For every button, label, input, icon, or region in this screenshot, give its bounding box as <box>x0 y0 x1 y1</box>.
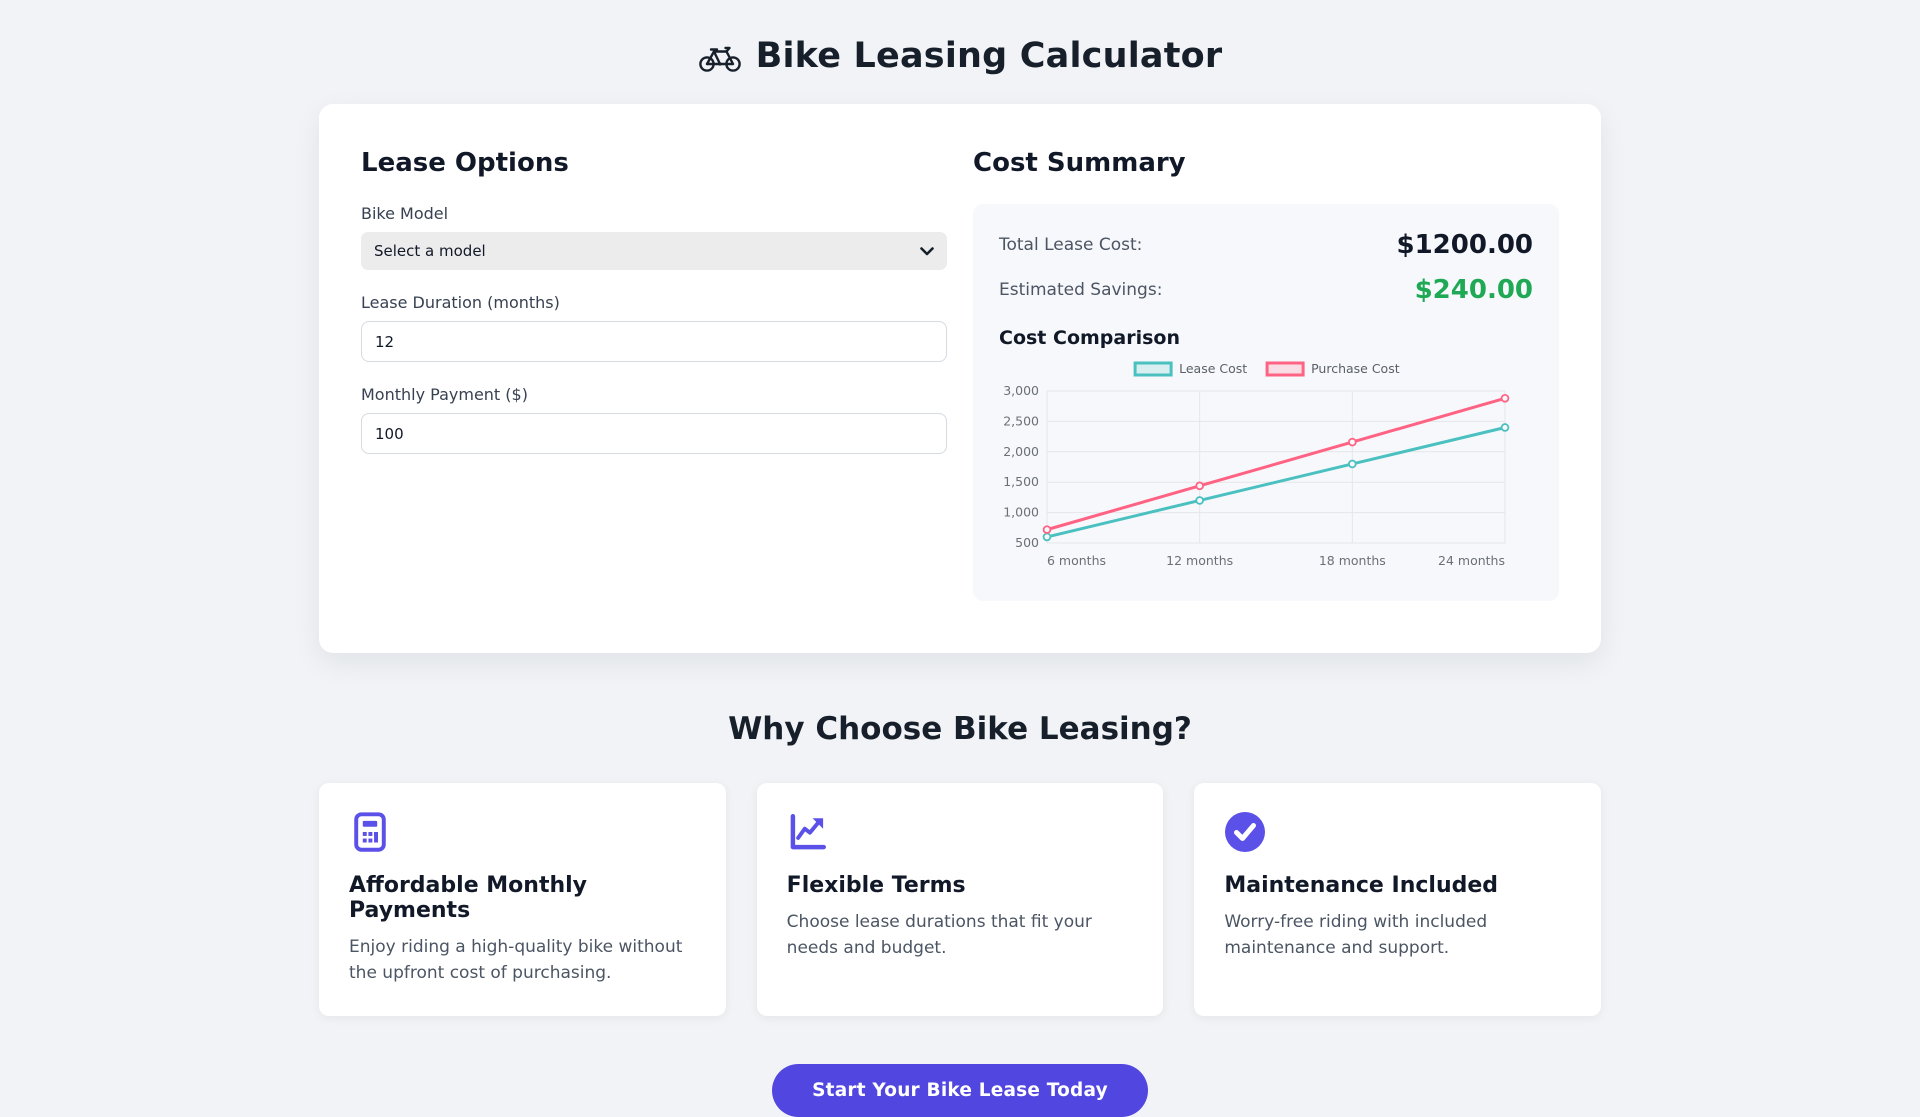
feature-cards: Affordable Monthly Payments Enjoy riding… <box>319 783 1602 1016</box>
svg-text:1,000: 1,000 <box>1003 505 1039 520</box>
bike-model-label: Bike Model <box>361 204 449 223</box>
estimated-savings-value: $240.00 <box>1414 275 1533 305</box>
lease-duration-label: Lease Duration (months) <box>361 293 560 312</box>
svg-text:6 months: 6 months <box>1047 553 1106 568</box>
cta-section: Start Your Bike Lease Today <box>0 1064 1920 1117</box>
monthly-payment-field: Monthly Payment ($) <box>361 385 947 454</box>
chart-series-lease-cost <box>1042 423 1510 542</box>
estimated-savings-label: Estimated Savings: <box>999 280 1163 300</box>
svg-text:500: 500 <box>1015 535 1039 550</box>
cost-summary-heading: Cost Summary <box>973 148 1186 178</box>
svg-text:2,000: 2,000 <box>1003 444 1039 459</box>
feature-title: Flexible Terms <box>786 873 966 898</box>
chart-legend: Lease Cost Purchase Cost <box>1133 361 1400 377</box>
lease-duration-field: Lease Duration (months) <box>361 293 947 362</box>
page-title: Bike Leasing Calculator <box>755 36 1223 76</box>
bicycle-icon <box>698 46 741 72</box>
calculator-card: Lease Options Bike Model Select a model … <box>319 104 1601 653</box>
feature-description: Choose lease durations that fit your nee… <box>786 912 1092 958</box>
svg-text:3,000: 3,000 <box>1003 383 1039 398</box>
monthly-payment-label: Monthly Payment ($) <box>361 385 528 404</box>
feature-description: Worry-free riding with included maintena… <box>1224 912 1488 958</box>
feature-description: Enjoy riding a high-quality bike without… <box>349 937 683 983</box>
feature-title: Affordable Monthly Payments <box>349 873 588 923</box>
why-choose-heading: Why Choose Bike Leasing? <box>728 711 1192 747</box>
estimated-savings-row: Estimated Savings: $240.00 <box>999 275 1533 305</box>
chart-gridlines: 500 1,000 1,500 2,000 2,500 3,000 6 months 12 m… <box>1003 383 1506 568</box>
bike-model-select[interactable]: Select a model <box>361 232 947 270</box>
total-lease-cost-value: $1200.00 <box>1396 230 1533 260</box>
feature-card-affordable-payments: Affordable Monthly Payments Enjoy riding… <box>319 783 726 1016</box>
chart-heading: Cost Comparison <box>999 327 1180 349</box>
lease-duration-input[interactable] <box>361 321 947 362</box>
lease-options-panel: Lease Options Bike Model Select a model … <box>361 148 947 601</box>
svg-text:24 months: 24 months <box>1438 553 1505 568</box>
svg-text:18 months: 18 months <box>1319 553 1386 568</box>
feature-card-flexible-terms: Flexible Terms Choose lease durations th… <box>756 783 1164 1016</box>
cost-comparison-chart-svg: 500 1,000 1,500 2,000 2,500 3,000 6 months 12 m… <box>1003 361 1510 568</box>
page-header: Bike Leasing Calculator <box>0 0 1920 76</box>
total-lease-cost-label: Total Lease Cost: <box>999 235 1143 255</box>
monthly-payment-input[interactable] <box>361 413 947 454</box>
feature-title: Maintenance Included <box>1224 873 1499 898</box>
svg-text:2,500: 2,500 <box>1003 413 1039 428</box>
total-lease-cost-row: Total Lease Cost: $1200.00 <box>999 230 1533 260</box>
svg-text:1,500: 1,500 <box>1003 474 1039 489</box>
check-circle-icon <box>1225 812 1266 852</box>
cost-summary-panel: Cost Summary Total Lease Cost: $1200.00 … <box>973 148 1559 601</box>
cost-summary-box: Total Lease Cost: $1200.00 Estimated Sav… <box>973 204 1559 601</box>
feature-card-maintenance-included: Maintenance Included Worry-free riding w… <box>1194 783 1602 1016</box>
chevron-down-icon <box>920 246 934 255</box>
svg-text:12 months: 12 months <box>1166 553 1233 568</box>
bike-model-field: Bike Model Select a model <box>361 204 947 270</box>
calculator-icon <box>354 812 386 852</box>
cost-comparison-chart: 500 1,000 1,500 2,000 2,500 3,000 6 months 12 m… <box>999 357 1533 577</box>
chart-line-icon <box>790 814 826 850</box>
start-lease-button[interactable]: Start Your Bike Lease Today <box>772 1064 1148 1117</box>
svg-text:Lease Cost: Lease Cost <box>1179 361 1247 376</box>
chart-series-purchase-cost <box>1042 393 1510 534</box>
lease-options-heading: Lease Options <box>361 148 569 178</box>
svg-text:Purchase Cost: Purchase Cost <box>1311 361 1400 376</box>
bike-model-selected-value: Select a model <box>374 242 486 260</box>
